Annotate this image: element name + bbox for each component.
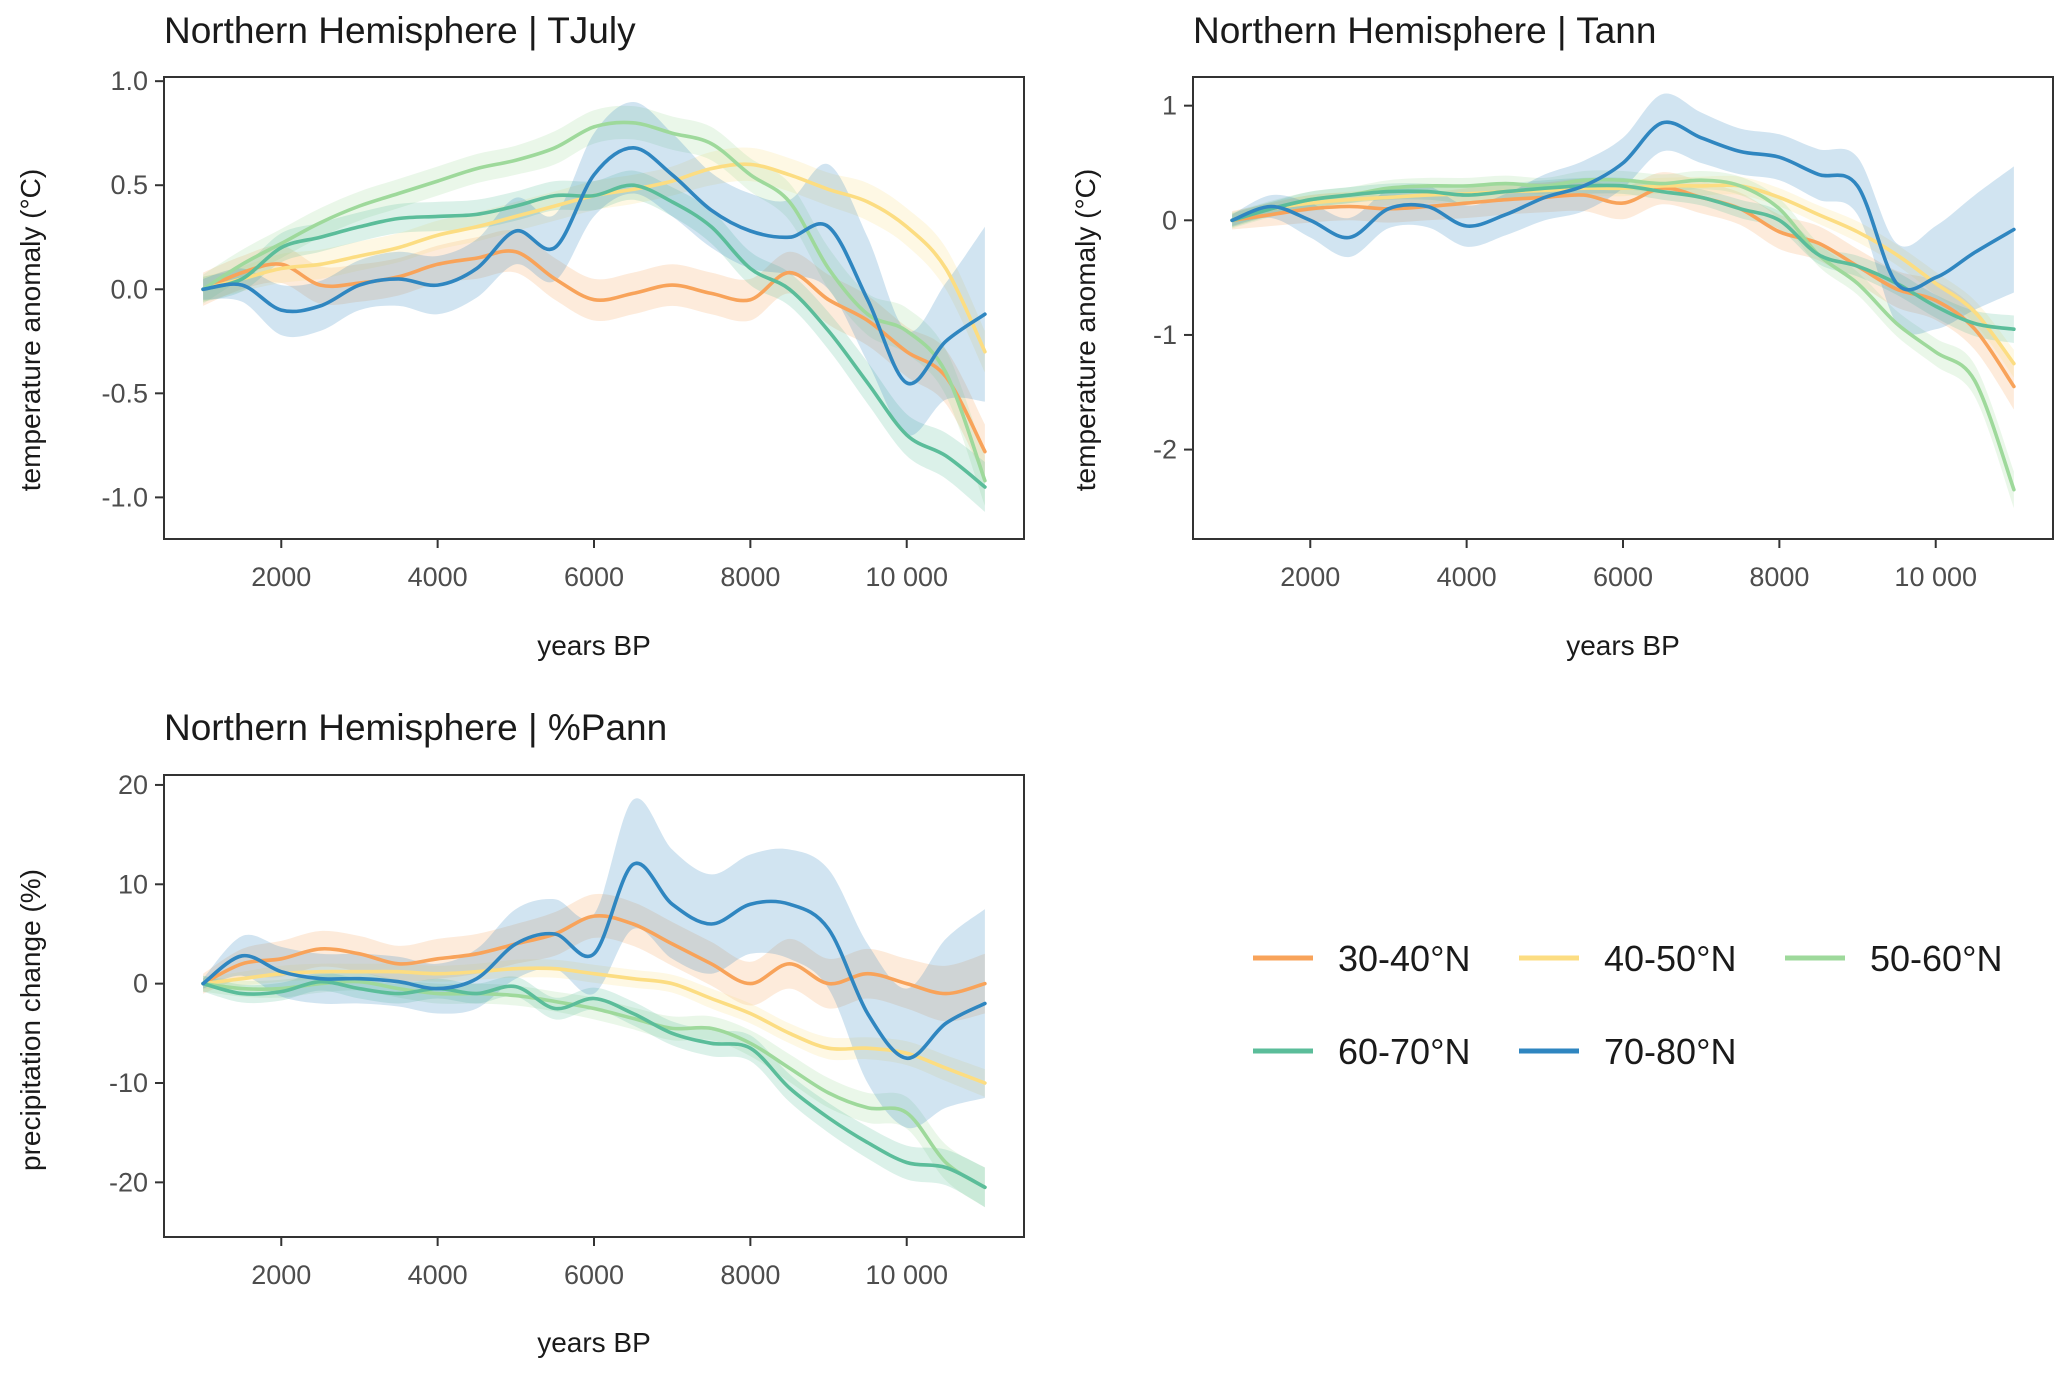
x-tick-label: 10 000 [1894, 562, 1977, 592]
series-line-40-50N [1230, 183, 2016, 366]
y-tick-label: -20 [109, 1167, 148, 1197]
y-tick-label: -1 [1153, 320, 1177, 350]
y-tick-label: 1.0 [110, 66, 148, 96]
x-tick-label: 2000 [1280, 562, 1340, 592]
plot-frame-tann [1192, 76, 2054, 540]
series-line-30-40N [201, 249, 987, 454]
legend-label: 70-80°N [1604, 1031, 1736, 1072]
uncertainty-band-50-60N [203, 105, 985, 506]
legend-item: 60-70°N [1253, 1031, 1470, 1072]
x-tick-label: 6000 [564, 562, 624, 592]
y-tick-label: 0.5 [110, 170, 148, 200]
y-tick-label: -1.0 [101, 482, 148, 512]
series-line-70-80N [1230, 120, 2016, 292]
uncertainty-band-30-40N [1232, 172, 2014, 410]
uncertainty-band-60-70N [203, 972, 985, 1208]
series-line-30-40N [201, 913, 987, 996]
panel-tann: Northern Hemisphere | Tann temperature a… [1070, 10, 2054, 661]
legend-label: 30-40°N [1338, 938, 1470, 979]
x-tick-label: 8000 [1749, 562, 1809, 592]
x-tick-label: 2000 [251, 562, 311, 592]
legend-label: 40-50°N [1604, 938, 1736, 979]
legend-label: 50-60°N [1870, 938, 2002, 979]
y-tick-label: 0 [1162, 205, 1177, 235]
x-tick-label: 6000 [1593, 562, 1653, 592]
legend-label: 60-70°N [1338, 1031, 1470, 1072]
panel-title-tann: Northern Hemisphere | Tann [1193, 10, 1656, 51]
panel-pann: Northern Hemisphere | %Pann precipitatio… [15, 707, 1025, 1358]
plot-frame-tjuly [163, 76, 1025, 540]
series-line-60-70N [1230, 183, 2016, 331]
legend-item: 40-50°N [1519, 938, 1736, 979]
uncertainty-band-60-70N [1232, 177, 2014, 343]
x-tick-label: 4000 [408, 1260, 468, 1290]
x-tick-label: 4000 [408, 562, 468, 592]
legend: 30-40°N 40-50°N 50-60°N 60-70°N 70-80°N [1253, 938, 2002, 1072]
x-tick-label: 8000 [720, 1260, 780, 1290]
plot-frame-pann [163, 774, 1025, 1238]
legend-item: 70-80°N [1519, 1031, 1736, 1072]
y-tick-label: 20 [118, 770, 148, 800]
legend-item: 30-40°N [1253, 938, 1470, 979]
x-tick-label: 10 000 [865, 562, 948, 592]
series-line-50-60N [201, 120, 987, 483]
panel-title-tjuly: Northern Hemisphere | TJuly [164, 10, 636, 51]
series-line-60-70N [201, 183, 987, 489]
x-tick-label: 10 000 [865, 1260, 948, 1290]
y-tick-label: -10 [109, 1068, 148, 1098]
legend-item: 50-60°N [1785, 938, 2002, 979]
x-tick-label: 2000 [251, 1260, 311, 1290]
y-tick-label: 10 [118, 869, 148, 899]
x-axis-label-tann: years BP [1566, 630, 1680, 661]
y-axis-label-tann: temperature anomaly (°C) [1070, 169, 1101, 491]
series-line-40-50N [201, 966, 987, 1085]
uncertainty-band-50-60N [203, 972, 985, 1208]
uncertainty-band-40-50N [1232, 175, 2014, 378]
uncertainty-band-60-70N [203, 170, 985, 512]
panel-title-pann: Northern Hemisphere | %Pann [164, 707, 667, 748]
y-axis-label-pann: precipitation change (%) [15, 869, 46, 1171]
y-tick-label: 0.0 [110, 274, 148, 304]
uncertainty-band-30-40N [203, 893, 985, 1022]
y-tick-label: -2 [1153, 435, 1177, 465]
uncertainty-band-70-80N [203, 798, 985, 1129]
series-line-70-80N [201, 146, 987, 386]
y-tick-label: 1 [1162, 91, 1177, 121]
y-tick-label: -0.5 [101, 378, 148, 408]
panel-tjuly: Northern Hemisphere | TJuly temperature … [15, 10, 1025, 661]
x-tick-label: 8000 [720, 562, 780, 592]
series-line-60-70N [201, 979, 987, 1190]
uncertainty-band-70-80N [1232, 93, 2014, 335]
x-tick-label: 6000 [564, 1260, 624, 1290]
x-axis-label-tjuly: years BP [537, 630, 651, 661]
uncertainty-band-30-40N [203, 230, 985, 479]
x-axis-label-pann: years BP [537, 1327, 651, 1358]
series-line-30-40N [1230, 186, 2016, 389]
y-tick-label: 0 [133, 969, 148, 999]
y-axis-label-tjuly: temperature anomaly (°C) [15, 169, 46, 491]
series-line-70-80N [201, 861, 987, 1060]
uncertainty-band-40-50N [203, 147, 985, 373]
x-tick-label: 4000 [1437, 562, 1497, 592]
